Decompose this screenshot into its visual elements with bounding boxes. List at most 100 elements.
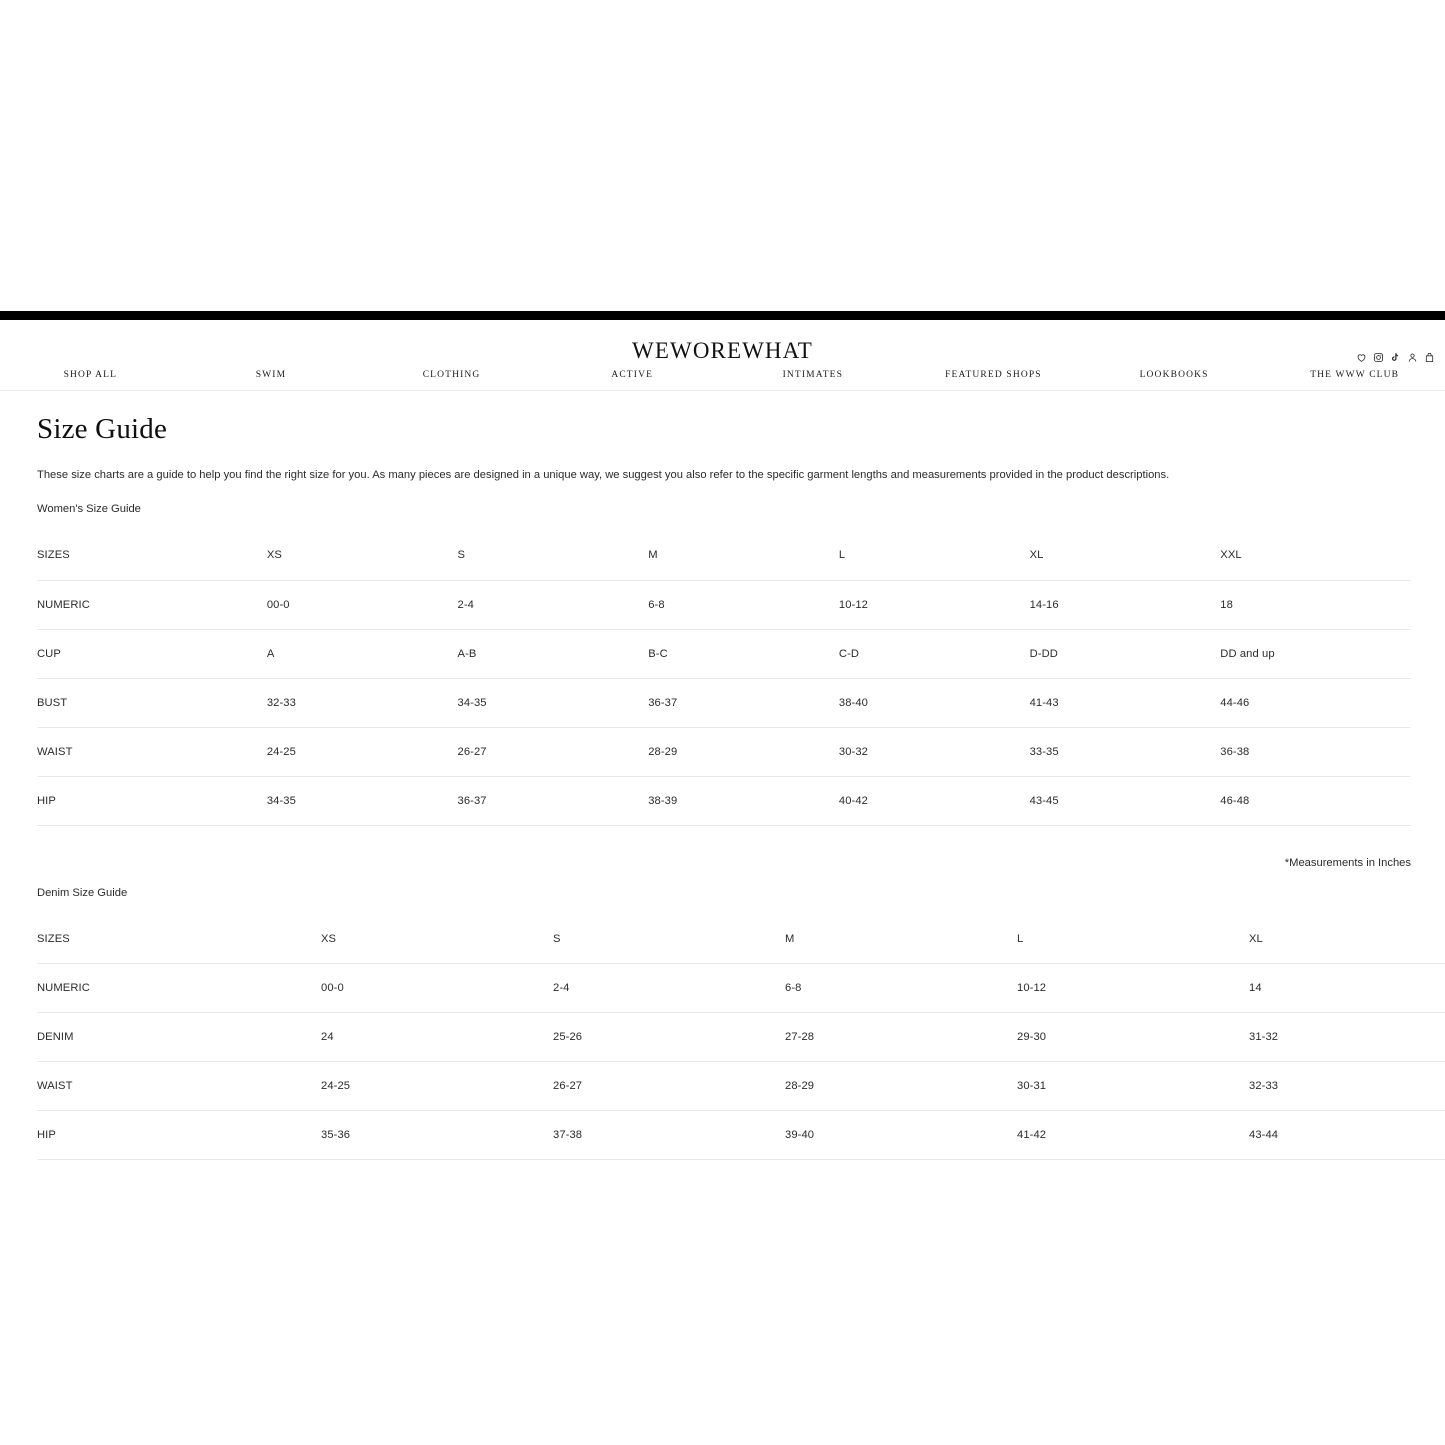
cell: DD and up [1220,629,1411,679]
col-header-xs: XS [321,914,553,965]
cell: 28-29 [785,1061,1017,1112]
cell: 24 [321,1012,553,1063]
table-row: BUST 32-33 34-35 36-37 38-40 41-43 44-46 [37,678,1411,728]
cell: 18 [1220,580,1411,630]
row-label: HIP [37,776,267,826]
table-row: NUMERIC 00-0 2-4 6-8 10-12 14 [37,963,1445,1014]
cell: 26-27 [457,727,649,777]
row-label: CUP [37,629,267,679]
table-row: DENIM 24 25-26 27-28 29-30 31-32 [37,1012,1445,1063]
nav-item-swim[interactable]: SWIM [255,370,287,380]
cell: A [266,629,458,679]
cell: 44-46 [1220,678,1411,728]
row-label: NUMERIC [37,963,321,1014]
cell: 43-45 [1029,776,1221,826]
cell: 34-35 [457,678,649,728]
account-icon[interactable] [1407,352,1418,363]
cell: 26-27 [553,1061,785,1112]
cell: 30-32 [838,727,1030,777]
nav-item-clothing[interactable]: CLOTHING [422,370,481,380]
row-label: WAIST [37,1061,321,1112]
cell: 38-39 [648,776,839,826]
denim-size-table: SIZES XS S M L XL NUMERIC 00-0 2-4 6-8 1 [37,914,1445,1161]
col-header-s: S [457,531,649,581]
womens-table-caption: Women's Size Guide [37,503,141,516]
table-row: HIP 35-36 37-38 39-40 41-42 43-44 [37,1110,1445,1161]
col-header-m: M [648,531,839,581]
denim-section: Denim Size Guide SIZES XS S M L XL [37,886,1445,1161]
cell: 31-32 [1249,1012,1445,1063]
blank-area-above-page [0,0,1445,311]
col-header-s: S [553,914,785,965]
cell: 00-0 [266,580,458,630]
cell: 32-33 [1249,1061,1445,1112]
cell: 40-42 [838,776,1030,826]
cell: 24-25 [321,1061,553,1112]
site-logo[interactable]: WEWOREWHAT [632,338,813,363]
cell: 46-48 [1220,776,1411,826]
site-header: WEWOREWHAT [0,320,1445,391]
col-header-sizes: SIZES [37,914,321,965]
nav-item-active[interactable]: ACTIVE [611,370,654,380]
cell: 00-0 [321,963,553,1014]
cell: 32-33 [266,678,458,728]
nav-item-shop-all[interactable]: SHOP ALL [63,370,118,380]
cell: C-D [838,629,1030,679]
nav-item-lookbooks[interactable]: LOOKBOOKS [1139,370,1209,380]
cell: 14-16 [1029,580,1221,630]
table-row: CUP A A-B B-C C-D D-DD DD and up [37,629,1411,679]
main-content: Size Guide These size charts are a guide… [0,391,1445,1161]
cell: 27-28 [785,1012,1017,1063]
nav-item-intimates[interactable]: INTIMATES [782,370,844,380]
page-title: Size Guide [37,413,168,445]
cell: 35-36 [321,1110,553,1161]
heart-icon[interactable] [1356,352,1367,363]
nav-item-the-www-club[interactable]: THE WWW CLUB [1310,370,1400,380]
col-header-m: M [785,914,1017,965]
row-label: WAIST [37,727,267,777]
col-header-l: L [838,531,1030,581]
denim-table-caption: Denim Size Guide [37,886,128,899]
row-label: HIP [37,1110,321,1161]
instagram-icon[interactable] [1373,352,1384,363]
announcement-bar [0,311,1445,320]
col-header-l: L [1017,914,1249,965]
cell: 10-12 [838,580,1030,630]
col-header-xl: XL [1029,531,1221,581]
col-header-xl: XL [1249,914,1445,965]
table-row: WAIST 24-25 26-27 28-29 30-32 33-35 36-3… [37,727,1411,777]
cell: A-B [457,629,649,679]
cell: 6-8 [785,963,1017,1014]
cell: 39-40 [785,1110,1017,1161]
cell: 10-12 [1017,963,1249,1014]
cell: D-DD [1029,629,1221,679]
header-icon-group [1356,352,1435,363]
womens-size-table: SIZES XS S M L XL XXL NUMERIC 00-0 2-4 6… [37,531,1411,826]
cell: 33-35 [1029,727,1221,777]
nav-item-featured-shops[interactable]: FEATURED SHOPS [945,370,1042,380]
tiktok-icon[interactable] [1390,352,1401,363]
cell: 38-40 [838,678,1030,728]
cell: 36-37 [648,678,839,728]
row-label: NUMERIC [37,580,267,630]
measurements-note: *Measurements in Inches [1284,856,1411,869]
table-row: WAIST 24-25 26-27 28-29 30-31 32-33 [37,1061,1445,1112]
cell: 36-38 [1220,727,1411,777]
table-row: HIP 34-35 36-37 38-39 40-42 43-45 46-48 [37,776,1411,826]
cell: 2-4 [553,963,785,1014]
cell: 25-26 [553,1012,785,1063]
cell: 24-25 [266,727,458,777]
primary-navigation: SHOP ALL SWIM CLOTHING ACTIVE INTIMATES … [0,370,1445,380]
cell: 29-30 [1017,1012,1249,1063]
cell: B-C [648,629,839,679]
table-header-row: SIZES XS S M L XL XXL [37,531,1411,581]
cell: 34-35 [266,776,458,826]
col-header-sizes: SIZES [37,531,267,581]
row-label: DENIM [37,1012,321,1063]
cell: 37-38 [553,1110,785,1161]
intro-paragraph: These size charts are a guide to help yo… [37,469,1170,481]
shopping-bag-icon[interactable] [1424,352,1435,363]
table-header-row: SIZES XS S M L XL [37,914,1445,965]
cell: 41-43 [1029,678,1221,728]
